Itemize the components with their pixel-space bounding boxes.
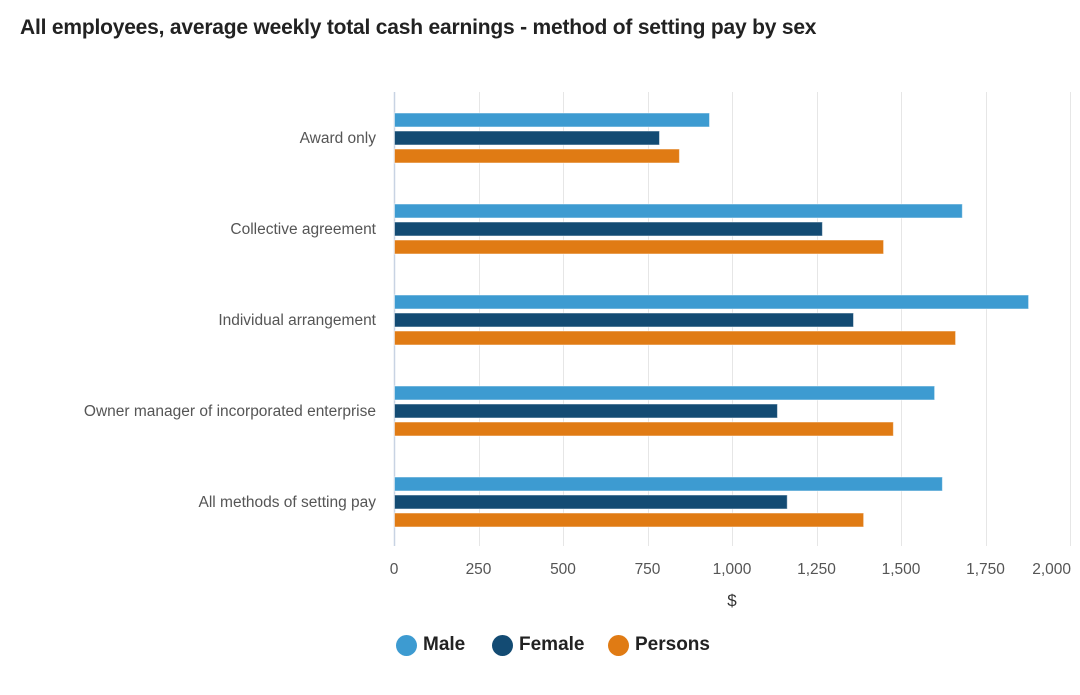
bar-persons[interactable] <box>394 421 894 437</box>
x-tick-label: 1,000 <box>713 561 752 578</box>
bars <box>394 112 1030 528</box>
category-label: All methods of setting pay <box>199 494 377 511</box>
bar-male[interactable] <box>394 203 963 219</box>
x-tick-label: 0 <box>390 561 399 578</box>
bar-persons[interactable] <box>394 330 957 346</box>
chart-title: All employees, average weekly total cash… <box>20 16 817 39</box>
bar-persons[interactable] <box>394 239 885 255</box>
bar-female[interactable] <box>394 312 855 328</box>
category-label: Individual arrangement <box>218 312 376 329</box>
legend-label: Male <box>423 634 466 655</box>
bar-female[interactable] <box>394 130 660 146</box>
x-tick-label: 500 <box>550 561 576 578</box>
legend: Male Female Persons <box>0 634 1080 664</box>
category-label: Owner manager of incorporated enterprise <box>84 403 376 420</box>
legend-item-female[interactable]: Female <box>492 634 584 656</box>
legend-marker-icon <box>608 634 629 656</box>
legend-label: Female <box>519 634 585 655</box>
x-tick-label: 1,500 <box>882 561 921 578</box>
x-tick-label: 2,000 <box>1032 561 1071 578</box>
category-label: Award only <box>300 130 377 147</box>
x-tick-label: 250 <box>466 561 492 578</box>
bar-male[interactable] <box>394 476 943 492</box>
bar-persons[interactable] <box>394 148 680 164</box>
bar-female[interactable] <box>394 403 778 419</box>
x-tick-labels: 0 250 500 750 1,000 1,250 1,500 1,750 2,000 <box>390 561 1072 578</box>
legend-item-male[interactable]: Male <box>396 634 465 656</box>
x-tick-label: 1,250 <box>797 561 836 578</box>
legend-label: Persons <box>635 634 710 655</box>
category-labels: Award only Collective agreement Individual… <box>84 130 377 511</box>
bar-male[interactable] <box>394 294 1030 310</box>
x-axis-title: $ <box>727 591 737 610</box>
bar-persons[interactable] <box>394 512 865 528</box>
legend-marker-icon <box>396 634 417 656</box>
bar-female[interactable] <box>394 494 788 510</box>
legend-marker-icon <box>492 634 513 656</box>
legend-item-persons[interactable]: Persons <box>608 634 710 656</box>
bar-male[interactable] <box>394 112 711 128</box>
bar-male[interactable] <box>394 385 936 401</box>
category-label: Collective agreement <box>230 221 376 238</box>
x-tick-label: 1,750 <box>966 561 1005 578</box>
x-tick-label: 750 <box>635 561 661 578</box>
bar-female[interactable] <box>394 221 823 237</box>
bar-chart: Award only Collective agreement Individual… <box>84 92 1072 610</box>
